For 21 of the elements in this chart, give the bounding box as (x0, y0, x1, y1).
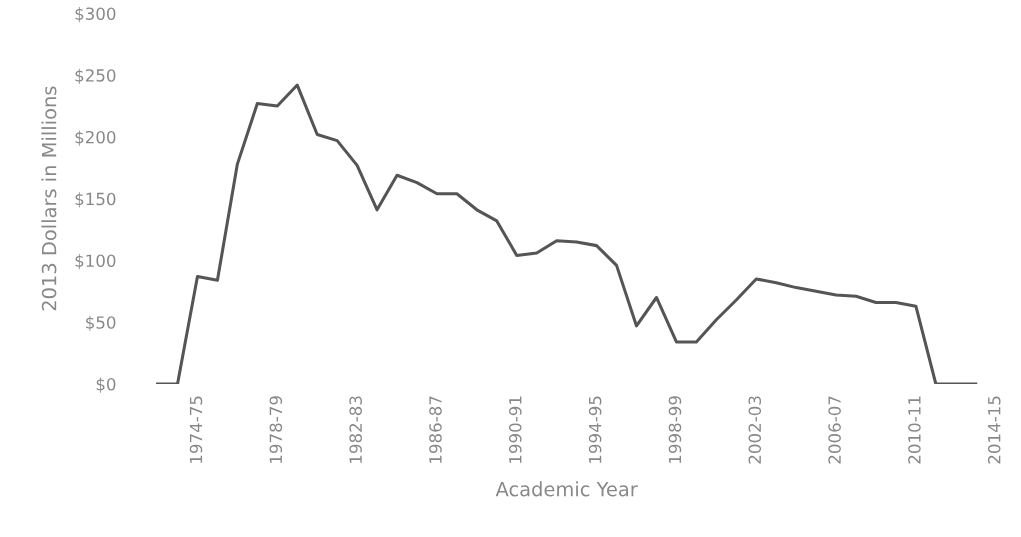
y-tick-label: $0 (96, 377, 116, 393)
y-tick-label: $150 (75, 192, 116, 208)
x-tick-label: 2006-07 (828, 396, 841, 464)
x-tick-label: 1974-75 (189, 396, 203, 463)
x-tick-label: 2002-03 (748, 396, 762, 464)
x-tick-label: 1986-87 (429, 396, 442, 463)
x-axis-title: Academic Year (495, 481, 638, 497)
y-tick-label: $200 (75, 130, 116, 146)
x-tick-label: 1998-99 (668, 396, 682, 463)
x-tick-label: 2010-11 (908, 396, 921, 464)
y-tick-label: $300 (75, 7, 116, 23)
y-tick-label: $50 (86, 315, 116, 331)
x-tick-label: 1978-79 (269, 396, 283, 463)
y-axis-title: 2013 Dollars in Millions (41, 86, 57, 311)
y-tick-label: $100 (75, 254, 116, 270)
line-series (156, 83, 978, 384)
y-tick-label: $250 (75, 68, 116, 84)
x-tick-label: 1982-83 (349, 396, 362, 463)
x-tick-label: 2014-15 (987, 396, 1001, 464)
x-tick-label: 1994-95 (588, 396, 602, 463)
x-tick-label: 1990-91 (508, 396, 522, 463)
